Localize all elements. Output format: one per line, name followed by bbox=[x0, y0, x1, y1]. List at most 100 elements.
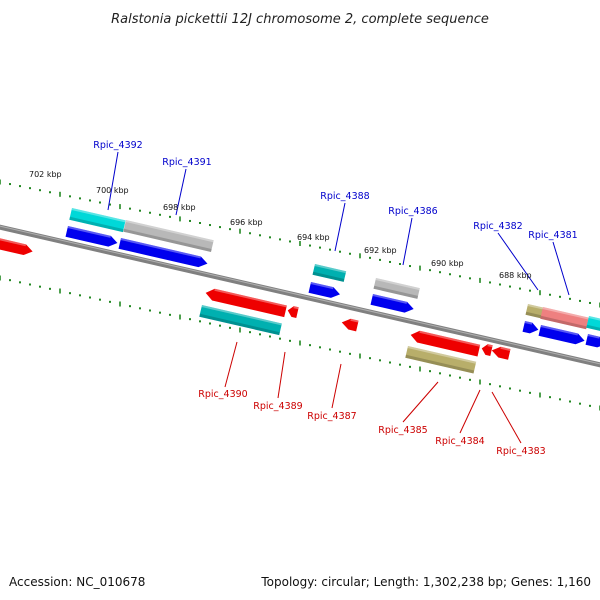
gene-arrow-rpic-4387-shine bbox=[350, 318, 359, 323]
gene-block-body bbox=[0, 236, 33, 256]
gene-block-body bbox=[69, 208, 126, 233]
gene-arrow-rpic-4382 bbox=[522, 320, 539, 334]
gene-block bbox=[373, 278, 420, 299]
scale-label: 696 kbp bbox=[230, 218, 263, 227]
gene-arrow-rpic-4387 bbox=[341, 318, 359, 332]
gene-block-shade bbox=[312, 271, 345, 282]
scale-label: 702 kbp bbox=[29, 170, 62, 179]
gene-block-body bbox=[312, 264, 347, 282]
callout-rpic-4392 bbox=[107, 151, 119, 211]
callout-rpic-4390 bbox=[224, 341, 238, 388]
scale-label: 694 kbp bbox=[297, 233, 330, 242]
scale-label: 690 kbp bbox=[431, 259, 464, 268]
gene-arrow-rpic-4381-body bbox=[538, 325, 585, 345]
callout-rpic-4389 bbox=[277, 351, 286, 399]
gene-block-rpic-4383-shine bbox=[407, 346, 477, 364]
gene-block-body bbox=[540, 307, 589, 330]
gene-label-rpic-4386: Rpic_4386 bbox=[388, 206, 437, 217]
map-title: Ralstonia pickettii 12J chromosome 2, co… bbox=[111, 12, 489, 27]
gene-arrow-rpic-4384-shine bbox=[500, 346, 511, 351]
gene-arrow-red-small bbox=[287, 306, 299, 318]
gene-block-rpic-4390-shade bbox=[199, 313, 280, 336]
gene-arrow-red-small-shine bbox=[487, 344, 493, 348]
gene-block-body bbox=[525, 303, 544, 319]
gene-block-shine bbox=[542, 307, 589, 320]
gene-arrow-rpic-4384-body bbox=[491, 346, 511, 360]
callout-rpic-4384 bbox=[459, 389, 481, 434]
gene-arrow-rpic-4385 bbox=[410, 330, 481, 357]
gene-arrow-red-small-body bbox=[481, 344, 493, 356]
gene-arrow bbox=[585, 334, 600, 348]
gene-block-shine bbox=[314, 264, 347, 274]
gene-arrow-rpic-4392 bbox=[65, 225, 118, 247]
gene-block-rpic-4383-body bbox=[405, 346, 477, 374]
gene-arrow-rpic-4382-shine bbox=[524, 320, 533, 325]
gene-block-shine bbox=[125, 220, 214, 243]
gene-arrow-rpic-4386-shine bbox=[372, 293, 408, 304]
gene-arrow-body bbox=[585, 334, 600, 348]
gene-block-rpic-4390 bbox=[199, 305, 282, 336]
gene-block-shade bbox=[525, 311, 542, 319]
gene-arrow-rpic-4381-shine bbox=[540, 325, 579, 336]
gene-arrow-rpic-4382-body bbox=[522, 321, 539, 334]
gene-arrow-rpic-4391-shine bbox=[120, 237, 201, 259]
gene-block-rpic-4383 bbox=[405, 346, 477, 374]
gene-arrow-shine bbox=[587, 334, 600, 339]
gene-block bbox=[586, 316, 600, 332]
gene-label-rpic-4391: Rpic_4391 bbox=[162, 157, 211, 168]
gene-arrow-rpic-4386-body bbox=[370, 294, 414, 313]
gene-block bbox=[0, 236, 33, 256]
gene-arrow-rpic-4389-shine bbox=[214, 288, 287, 308]
topology-text: Topology: circular; Length: 1,302,238 bp… bbox=[260, 575, 591, 589]
scale-label: 688 kbp bbox=[499, 271, 532, 280]
gene-block-shade bbox=[540, 315, 587, 330]
gene-arrow-rpic-4389-body bbox=[205, 288, 287, 318]
gene-arrow-rpic-4387-body bbox=[341, 318, 359, 332]
backbone-line bbox=[0, 224, 600, 368]
gene-arrow-rpic-4392-shine bbox=[67, 225, 111, 238]
gene-label-rpic-4389: Rpic_4389 bbox=[253, 401, 302, 412]
outer-scale-ticks bbox=[0, 179, 600, 308]
scale-label: 698 kbp bbox=[163, 203, 196, 212]
gene-arrow-rpic-4388 bbox=[308, 282, 340, 298]
gene-arrow-rpic-4389 bbox=[205, 288, 287, 318]
reverse-gene-labels: Rpic_4390 Rpic_4389 Rpic_4387 Rpic_4385 … bbox=[198, 389, 545, 457]
gene-block-rpic-4390-shine bbox=[201, 305, 282, 326]
gene-label-rpic-4381: Rpic_4381 bbox=[528, 230, 577, 241]
gene-block-rpic-4390-body bbox=[199, 305, 282, 336]
gene-block-shine bbox=[527, 303, 544, 310]
gene-arrow-rpic-4388-body bbox=[308, 282, 340, 298]
gene-block-shade bbox=[69, 216, 124, 233]
gene-block bbox=[69, 208, 126, 233]
gene-block-body bbox=[373, 278, 420, 299]
chromosome-backbone bbox=[0, 224, 600, 368]
gene-label-rpic-4383: Rpic_4383 bbox=[496, 446, 545, 457]
inner-scale-ticks bbox=[0, 275, 600, 411]
gene-block-shine bbox=[0, 236, 27, 247]
gene-arrow-red-small bbox=[481, 344, 493, 356]
gene-block bbox=[312, 264, 347, 282]
gene-arrow-rpic-4384 bbox=[491, 346, 511, 360]
gene-block-shine bbox=[375, 278, 420, 291]
gene-block-shade bbox=[373, 285, 419, 299]
scale-label: 700 kbp bbox=[96, 186, 129, 195]
gene-block-shine bbox=[71, 208, 126, 223]
callout-rpic-4383 bbox=[491, 391, 522, 444]
gene-block bbox=[123, 220, 214, 252]
gene-label-rpic-4390: Rpic_4390 bbox=[198, 389, 247, 400]
gene-label-rpic-4388: Rpic_4388 bbox=[320, 191, 369, 202]
gene-arrow-rpic-4385-body bbox=[410, 330, 481, 357]
forward-gene-labels: Rpic_4392 Rpic_4391 Rpic_4388 Rpic_4386 … bbox=[93, 140, 577, 241]
gene-arrow-rpic-4385-shine bbox=[419, 330, 481, 347]
callout-rpic-4387 bbox=[331, 363, 342, 409]
gene-block bbox=[540, 307, 589, 330]
gene-callouts bbox=[107, 151, 570, 444]
gene-label-rpic-4384: Rpic_4384 bbox=[435, 436, 484, 447]
callout-rpic-4385 bbox=[402, 381, 439, 423]
gene-arrow-red-small-body bbox=[287, 306, 299, 318]
backbone-highlight bbox=[0, 225, 600, 365]
gene-block-shade bbox=[123, 228, 212, 252]
gene-label-rpic-4382: Rpic_4382 bbox=[473, 221, 522, 232]
gene-arrow-rpic-4391 bbox=[118, 237, 208, 268]
